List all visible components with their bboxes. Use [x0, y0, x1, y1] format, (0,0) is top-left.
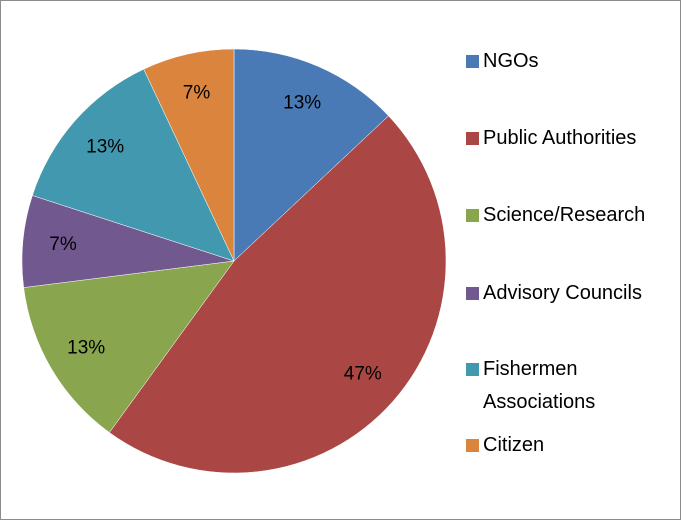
legend-swatch [466, 55, 479, 68]
legend-entry: Citizen [466, 429, 666, 462]
legend-swatch [466, 363, 479, 376]
data-label: 13% [283, 92, 321, 113]
data-label: 7% [49, 234, 77, 255]
legend-swatch [466, 209, 479, 222]
legend-label: Advisory Councils [483, 282, 642, 304]
legend-entry: Science/Research [466, 199, 666, 232]
pie-slice [233, 48, 389, 262]
data-label: 7% [183, 82, 211, 103]
pie-slice [32, 68, 235, 262]
legend-swatch [466, 287, 479, 300]
pie-slice [143, 48, 235, 262]
legend-label: Public Authorities [483, 127, 637, 149]
legend-swatch [466, 132, 479, 145]
pie-slice [23, 260, 235, 433]
legend-label: Citizen [483, 434, 545, 456]
data-label: 13% [86, 136, 124, 157]
legend-entry: Public Authorities [466, 122, 666, 155]
legend-label: Science/Research [483, 204, 646, 226]
legend-entry: Advisory Councils [466, 277, 666, 310]
legend-label: Fishermen Associations [483, 358, 596, 413]
legend-swatch [466, 439, 479, 452]
data-label: 47% [344, 364, 382, 385]
legend-label: NGOs [483, 50, 539, 72]
pie-slice [109, 115, 447, 474]
legend-entry: Fishermen Associations [466, 353, 666, 419]
data-label: 13% [67, 337, 105, 358]
legend-entry: NGOs [466, 45, 666, 78]
